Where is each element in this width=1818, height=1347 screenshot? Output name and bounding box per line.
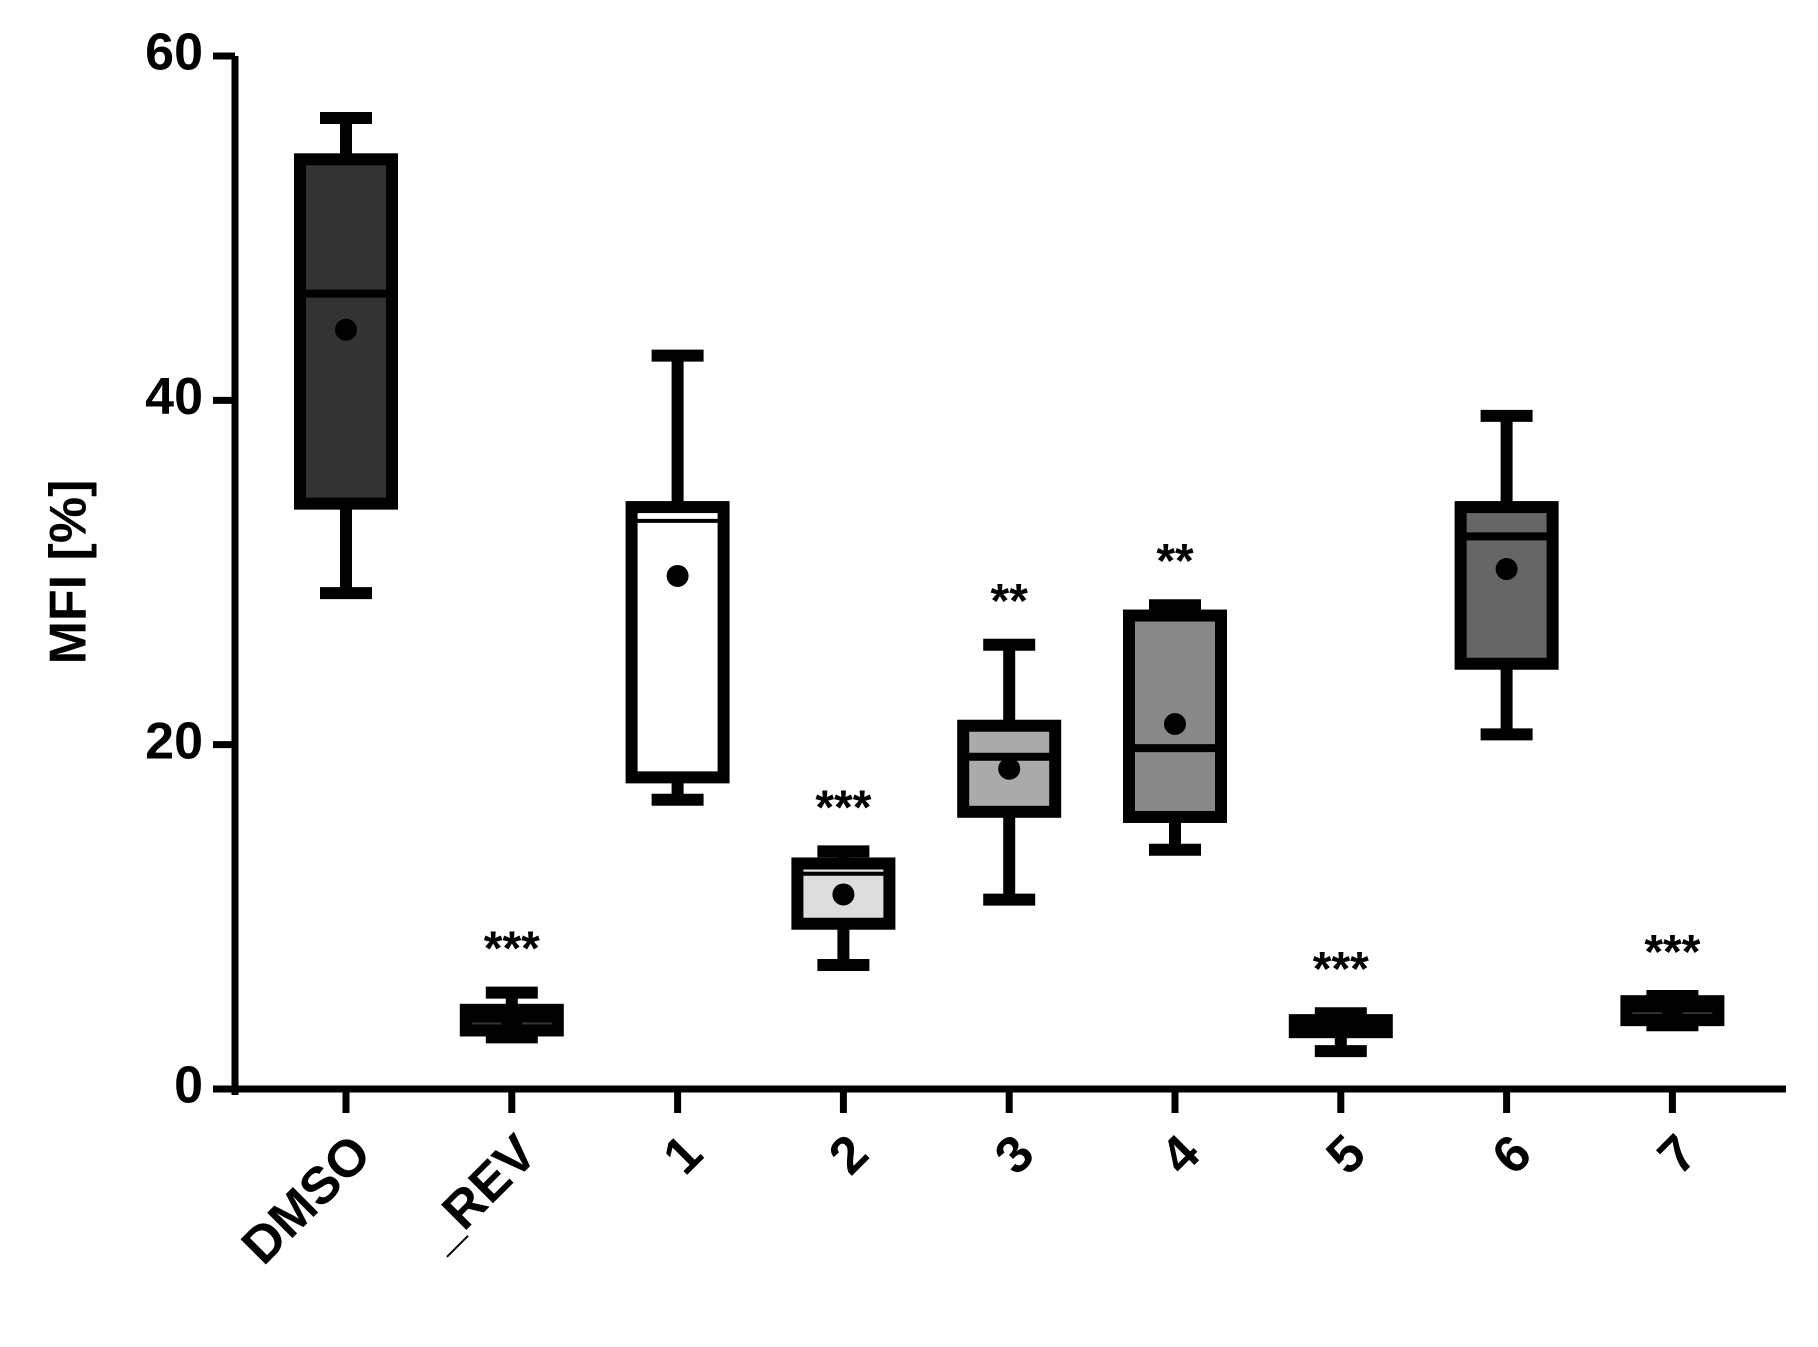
mean-dot [1661,998,1684,1021]
significance-label: ** [1156,535,1194,588]
mean-dot [998,757,1021,780]
x-tick-label: 7 [1647,1124,1708,1185]
significance-label: *** [484,923,540,976]
x-tick-label: 1 [652,1124,713,1185]
mean-dot [335,318,357,341]
mean-dot [666,564,689,587]
mean-dot [1164,713,1186,736]
mean-dot [832,883,855,906]
y-axis-label: MFI [%] [40,480,98,665]
significance-label: ** [991,575,1029,628]
y-tick-label: 40 [145,368,203,426]
mean-dot [1495,558,1518,581]
x-tick-label: DMSO [231,1124,382,1275]
significance-label: *** [1644,926,1700,979]
x-tick-label: 4 [1150,1124,1212,1186]
x-tick-label: 3 [984,1124,1045,1185]
y-tick-label: 20 [145,712,203,770]
significance-label: *** [1313,943,1369,996]
mean-dot [500,1009,523,1032]
mean-dot [1329,1014,1352,1037]
y-tick-label: 60 [145,24,203,82]
x-tick-label: 5 [1316,1124,1377,1185]
y-tick-label: 0 [174,1057,203,1115]
significance-label: *** [815,781,871,834]
x-tick-label: _REV [410,1124,548,1262]
box [1454,501,1559,670]
box [1123,609,1227,823]
x-tick-label: 2 [818,1124,879,1185]
x-tick-label: 6 [1481,1124,1542,1185]
box [625,501,730,784]
